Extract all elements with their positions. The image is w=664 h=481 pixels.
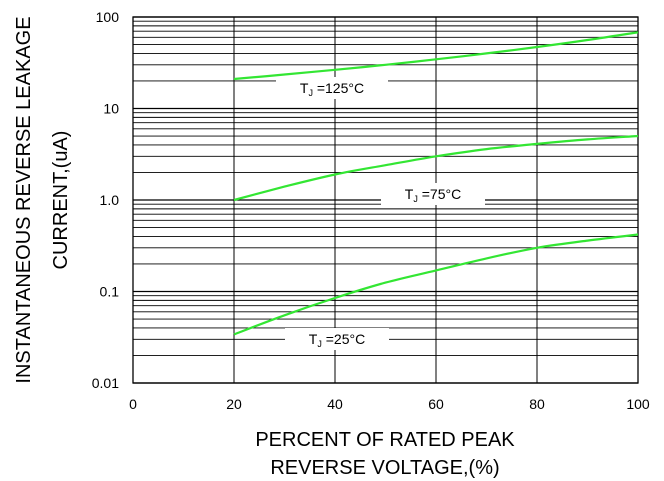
y-axis-ticks: 0.01 0.1 1.0 10 100 (92, 9, 119, 391)
y-tick-label: 1.0 (100, 192, 120, 208)
series-label-text: TJ =25°C (309, 331, 365, 349)
x-axis-label-line-2: REVERSE VOLTAGE,(%) (270, 457, 499, 479)
series-label: TJ =75°C (381, 183, 485, 205)
x-axis-label-line-1: PERCENT OF RATED PEAK (255, 429, 515, 451)
series-label-background (285, 328, 389, 350)
x-tick-label: 40 (327, 396, 343, 412)
series-label-text: TJ =125°C (300, 80, 364, 98)
series-label-text: TJ =75°C (405, 186, 461, 204)
y-tick-label: 0.1 (100, 284, 120, 300)
x-tick-label: 100 (626, 396, 650, 412)
x-tick-label: 20 (226, 396, 242, 412)
y-tick-label: 0.01 (92, 375, 119, 391)
x-tick-label: 0 (129, 396, 137, 412)
series-line (233, 31, 639, 81)
series-labels: TJ =125°C TJ =75°C TJ =25°C (276, 77, 485, 350)
y-axis-label-line-1: INSTANTANEOUS REVERSE LEAKAGE (13, 16, 35, 383)
series-label-background (381, 183, 485, 205)
series-line (233, 233, 639, 336)
y-tick-label: 10 (103, 101, 119, 117)
y-tick-label: 100 (96, 9, 120, 25)
x-tick-label: 60 (428, 396, 444, 412)
series-label: TJ =125°C (276, 77, 388, 99)
plot-frame (132, 16, 639, 384)
y-axis-label-line-2: CURRENT,(uA) (50, 131, 72, 270)
series-label: TJ =25°C (285, 328, 389, 350)
x-tick-label: 80 (529, 396, 545, 412)
x-axis-ticks: 0 20 40 60 80 100 (129, 396, 650, 412)
series-line (233, 134, 639, 202)
series-curves (233, 31, 639, 336)
series-label-background (276, 77, 388, 99)
